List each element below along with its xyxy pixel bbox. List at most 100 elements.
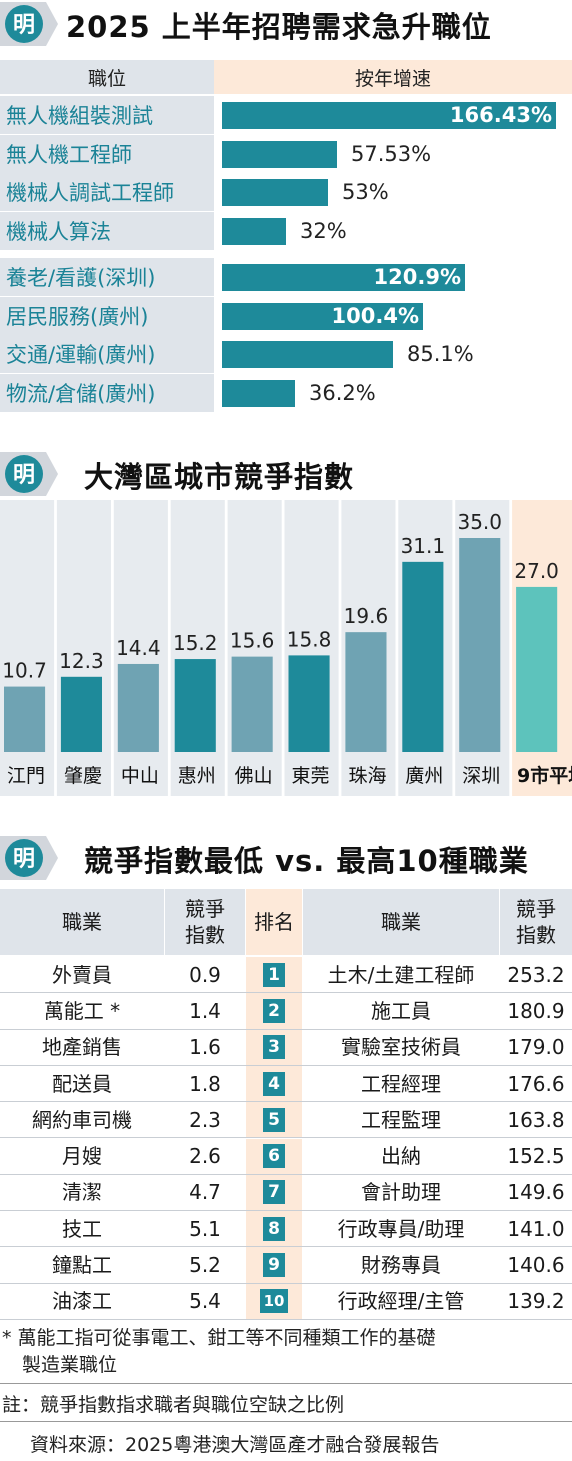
low-job-cell: 配送員 [0, 1065, 164, 1102]
table-row: 配送員 1.8 4 工程經理 176.6 [0, 1065, 572, 1103]
growth-value-label: 53% [342, 180, 389, 204]
city-bar [345, 632, 387, 752]
city-category-label: 廣州 [405, 765, 443, 787]
city-value-label: 35.0 [457, 510, 502, 534]
city-bar [117, 663, 159, 752]
high-job-cell: 工程經理 [303, 1065, 499, 1102]
logo-glyph: 明 [13, 847, 35, 872]
city-category-label: 中山 [121, 765, 159, 787]
growth-row: 機械人調試工程師 53% [0, 173, 572, 211]
high-index-cell: 253.2 [500, 957, 572, 993]
city-value-label: 10.7 [2, 659, 47, 683]
city-bar [459, 538, 501, 752]
growth-row-label: 無人機工程師 [0, 134, 214, 173]
header-high-job: 職業 [303, 889, 499, 955]
col-header-position: 職位 [0, 60, 214, 94]
city-value-label: 15.8 [287, 627, 332, 651]
city-bar [516, 586, 558, 752]
growth-bar [222, 140, 337, 168]
table-row: 鐘點工 5.2 9 財務專員 140.6 [0, 1247, 572, 1284]
header-rank: 排名 [246, 889, 302, 955]
growth-bar [222, 102, 556, 129]
city-value-label: 12.3 [59, 649, 104, 673]
high-index-cell: 139.2 [500, 1283, 572, 1319]
city-category-label: 深圳 [462, 765, 500, 787]
low-index-cell: 1.4 [165, 993, 245, 1029]
growth-value-label: 32% [300, 218, 347, 243]
rank-cell: 3 [246, 1029, 302, 1065]
high-job-cell: 土木/土建工程師 [303, 957, 499, 993]
source: 資料來源：2025粵港澳大灣區產才融合發展報告 [30, 1434, 440, 1456]
rank-badge: 5 [263, 1107, 285, 1132]
growth-row: 無人機工程師 57.53% [0, 134, 572, 173]
rank-badge: 2 [263, 998, 285, 1023]
row-divider [0, 1246, 572, 1248]
growth-bar-cell: 100.4% [214, 296, 572, 335]
city-competition-chart: 10.7 江門 12.3 肇慶 14.4 中山 15.2 惠州 15.6 佛山 15.8 東莞 19.6… [0, 500, 572, 796]
rank-badge: 8 [263, 1216, 285, 1241]
growth-bar-cell: 85.1% [214, 335, 572, 373]
low-job-cell: 外賣員 [0, 957, 164, 993]
growth-value-label: 36.2% [309, 380, 376, 405]
growth-bar-cell: 57.53% [214, 134, 572, 173]
growth-bar-cell: 120.9% [214, 258, 572, 296]
row-divider [0, 1210, 572, 1212]
ming-pao-logo: 明 [0, 2, 58, 46]
header-high-index: 競爭 指數 [500, 889, 572, 955]
divider [0, 1383, 572, 1384]
city-category-label: 肇慶 [64, 765, 102, 787]
growth-bar [222, 217, 286, 245]
high-job-cell: 財務專員 [303, 1247, 499, 1283]
row-divider [0, 1064, 572, 1066]
city-value-label: 27.0 [514, 559, 559, 583]
growth-bar [222, 179, 328, 206]
city-category-label: 江門 [7, 765, 45, 787]
ming-pao-logo: 明 [0, 836, 58, 880]
high-index-cell: 141.0 [500, 1211, 572, 1247]
table-row: 外賣員 0.9 1 土木/土建工程師 253.2 [0, 957, 572, 994]
city-bar [402, 561, 444, 752]
logo-glyph: 明 [13, 463, 35, 488]
header-low-index: 競爭 指數 [165, 889, 245, 955]
rank-badge: 9 [263, 1253, 285, 1278]
section2-title: 大灣區城市競爭指數 [84, 460, 355, 494]
high-job-cell: 會計助理 [303, 1174, 499, 1211]
growth-row-label: 機械人算法 [0, 211, 214, 250]
low-job-cell: 萬能工 * [0, 993, 164, 1029]
city-bar [288, 655, 330, 752]
ming-pao-logo: 明 [0, 452, 58, 496]
high-index-cell: 152.5 [500, 1138, 572, 1174]
header-index-line1: 競爭 [516, 897, 556, 921]
rank-badge: 10 [260, 1289, 288, 1314]
row-divider [0, 1318, 572, 1320]
city-value-label: 31.1 [401, 534, 446, 558]
growth-bar [222, 302, 423, 330]
header-index-line2: 指數 [516, 923, 556, 947]
growth-bar-cell: 53% [214, 173, 572, 211]
growth-value-label: 57.53% [351, 141, 432, 166]
high-job-cell: 出納 [303, 1138, 499, 1174]
footnote-line1: * 萬能工指可從事電工、鉗工等不同種類工作的基礎 [2, 1327, 436, 1349]
city-category-label: 惠州 [178, 765, 216, 787]
low-index-cell: 1.8 [165, 1065, 245, 1102]
rank-badge: 7 [263, 1180, 285, 1205]
growth-value-label: 100.4% [331, 303, 419, 328]
col-header-growth: 按年增速 [214, 60, 572, 94]
growth-bar-cell: 36.2% [214, 373, 572, 412]
growth-bar [222, 264, 465, 291]
table-row: 萬能工 * 1.4 2 施工員 180.9 [0, 993, 572, 1030]
growth-row: 養老/看護(深圳) 120.9% [0, 258, 572, 296]
rank-cell: 8 [246, 1211, 302, 1247]
growth-row: 居民服務(廣州) 100.4% [0, 296, 572, 335]
header-index-line2: 指數 [185, 923, 225, 947]
low-job-cell: 油漆工 [0, 1283, 164, 1319]
rank-badge: 3 [263, 1035, 285, 1060]
remark: 註：競爭指數指求職者與職位空缺之比例 [2, 1394, 345, 1416]
row-divider [0, 1282, 572, 1284]
low-index-cell: 2.3 [165, 1102, 245, 1138]
high-index-cell: 179.0 [500, 1029, 572, 1065]
table-row: 網約車司機 2.3 5 工程監理 163.8 [0, 1102, 572, 1139]
section1-title: 2025 上半年招聘需求急升職位 [66, 10, 492, 44]
rank-cell: 7 [246, 1174, 302, 1211]
low-index-cell: 1.6 [165, 1029, 245, 1065]
